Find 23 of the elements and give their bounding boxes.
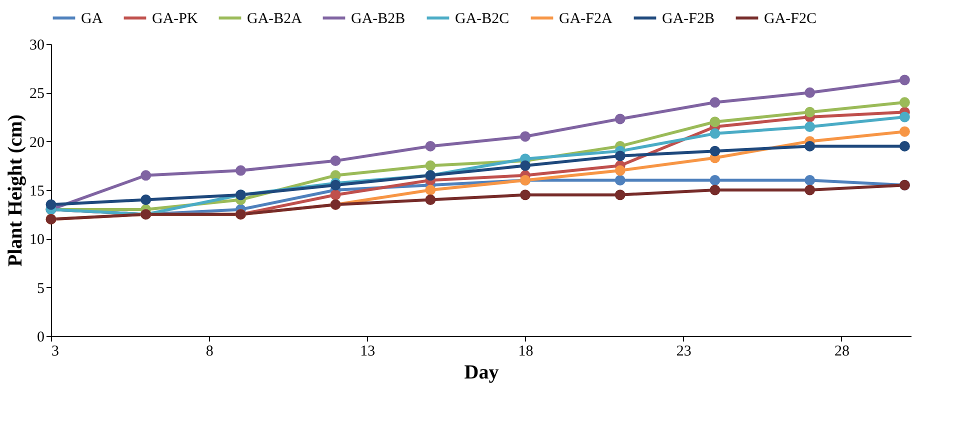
y-tick-label: 5 — [37, 280, 44, 297]
legend-label: GA-B2B — [351, 11, 406, 27]
y-tick-label: 0 — [37, 330, 44, 346]
x-tick-label: 18 — [518, 344, 534, 360]
y-tick-label: 25 — [30, 86, 44, 102]
x-tick-label: 23 — [676, 344, 692, 360]
y-tick-label: 20 — [30, 134, 44, 151]
y-tick-label: 10 — [30, 232, 44, 248]
legend-label: GA-PK — [152, 11, 198, 27]
x-axis-title: Day — [464, 362, 499, 384]
y-tick-label: 15 — [30, 184, 44, 200]
legend-label: GA-F2B — [662, 11, 715, 27]
x-tick-label: 13 — [360, 344, 376, 360]
legend-label: GA-B2A — [247, 11, 302, 27]
legend-label: GA — [81, 11, 103, 27]
legend-label: GA-F2A — [559, 11, 612, 27]
legend-label: GA-F2C — [764, 11, 817, 27]
x-tick-label: 8 — [206, 344, 214, 360]
y-tick-label: 30 — [30, 38, 44, 54]
legend-label: GA-B2C — [455, 11, 510, 27]
x-tick-label: 3 — [52, 344, 59, 360]
y-axis-title: Plant Height (cm) — [4, 114, 26, 267]
x-tick-label: 28 — [834, 344, 850, 360]
